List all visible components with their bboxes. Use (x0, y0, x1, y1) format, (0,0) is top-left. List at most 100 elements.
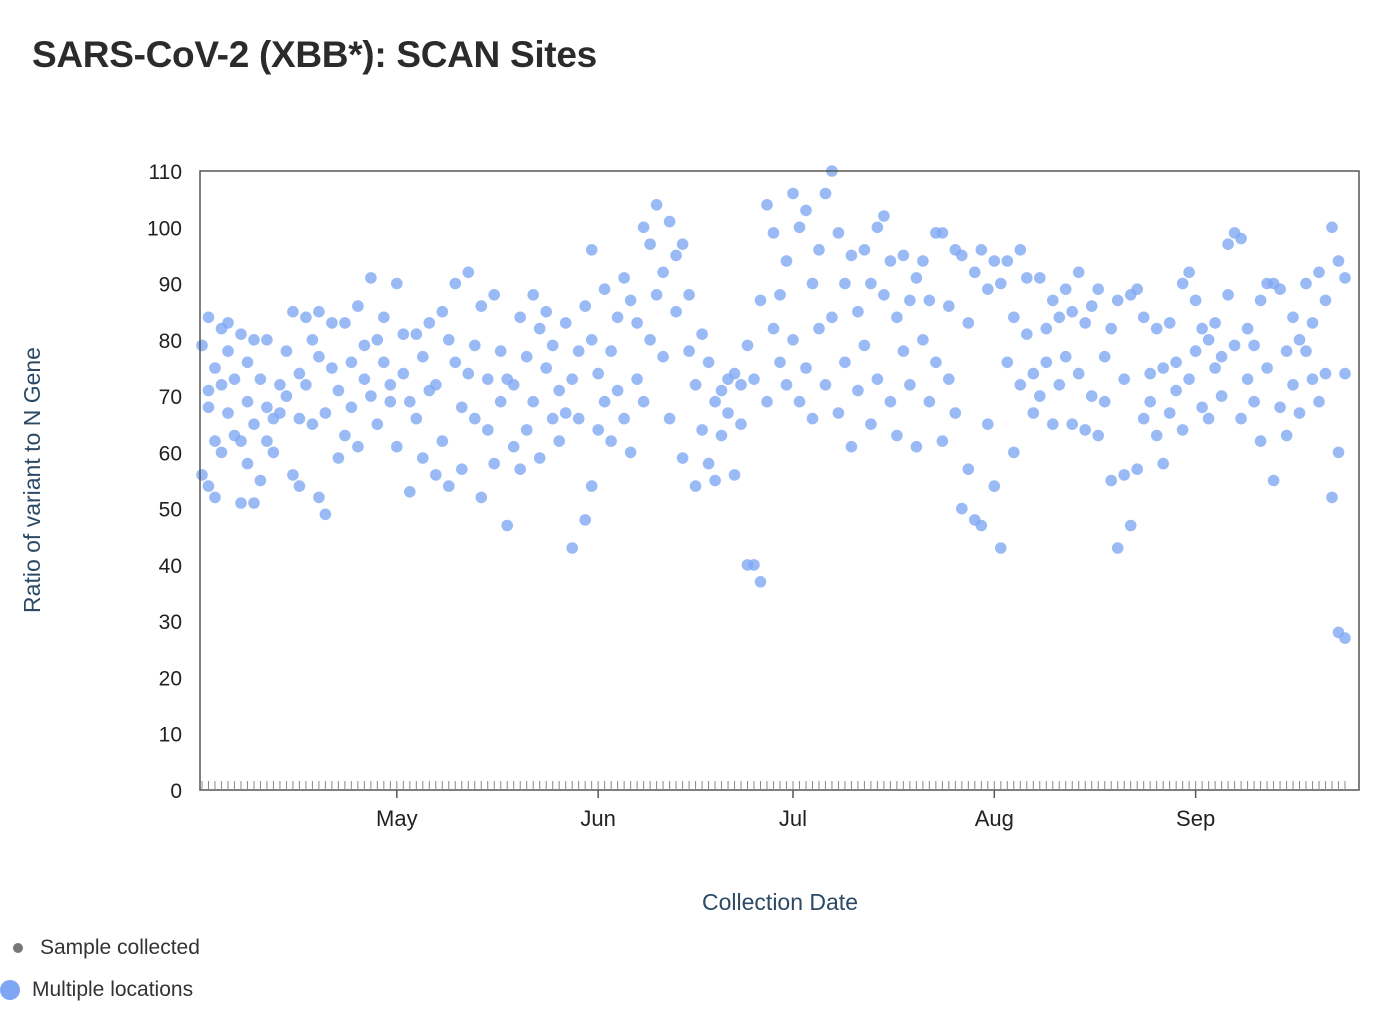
data-point (540, 305, 552, 318)
data-point (1008, 446, 1020, 459)
data-point (378, 311, 390, 324)
data-point (683, 345, 695, 357)
data-point (345, 401, 358, 414)
data-point (306, 418, 319, 431)
data-point (787, 187, 799, 200)
data-point (248, 334, 260, 346)
data-point (1222, 289, 1234, 301)
data-point (650, 289, 663, 301)
x-tick-label: Jul (779, 806, 807, 831)
data-point (553, 384, 565, 397)
data-point (1241, 373, 1254, 386)
data-point (806, 412, 819, 425)
data-point (261, 334, 273, 346)
data-point (397, 328, 410, 341)
data-point (293, 412, 306, 425)
data-point (352, 440, 364, 453)
data-point (209, 362, 221, 374)
data-point (598, 395, 611, 408)
data-point (332, 384, 345, 397)
data-point (527, 289, 539, 301)
data-point (546, 412, 559, 425)
data-point (1163, 317, 1176, 329)
data-point (1326, 491, 1338, 504)
data-point (202, 384, 215, 397)
x-tick-label: May (376, 806, 418, 831)
data-point (943, 373, 955, 386)
data-point (365, 390, 377, 402)
data-point (657, 266, 669, 279)
data-point (417, 452, 429, 464)
data-point (865, 277, 877, 290)
data-point (313, 491, 325, 504)
data-point (754, 576, 767, 588)
y-tick-label: 10 (159, 724, 182, 747)
data-point (482, 373, 494, 386)
data-point (215, 446, 228, 459)
x-axis-label: Collection Date (702, 889, 858, 915)
data-point (1137, 412, 1150, 425)
data-point (761, 395, 773, 408)
data-point (943, 300, 955, 312)
data-point (1047, 418, 1059, 431)
data-point (585, 480, 598, 492)
data-point (391, 440, 403, 453)
data-point (624, 446, 637, 459)
data-point (800, 204, 812, 217)
data-point (443, 334, 455, 346)
data-point (384, 379, 397, 391)
data-point (956, 502, 968, 515)
data-point (371, 418, 384, 431)
data-point (982, 283, 994, 296)
data-point (1280, 345, 1293, 357)
data-point (813, 244, 825, 256)
data-point (1202, 334, 1215, 346)
data-point (202, 480, 215, 492)
legend-item-multiple: Multiple locations (0, 978, 193, 1002)
data-point (572, 412, 585, 425)
data-point (300, 311, 312, 324)
data-point (858, 244, 871, 256)
data-point (1196, 322, 1208, 335)
data-point (787, 334, 799, 346)
data-point (352, 300, 364, 312)
data-point (1105, 322, 1117, 335)
data-point (1150, 322, 1163, 335)
data-point (430, 469, 442, 481)
data-point (1248, 339, 1260, 352)
data-point (572, 345, 585, 357)
data-point (1034, 390, 1046, 402)
data-point (1319, 367, 1332, 380)
data-point (637, 395, 650, 408)
data-point (637, 221, 650, 234)
y-tick-label: 60 (159, 442, 182, 465)
data-point (702, 356, 715, 369)
y-axis-label: Ratio of variant to N Gene (19, 347, 45, 613)
data-point (715, 384, 728, 397)
data-point (878, 289, 890, 301)
data-point (267, 446, 280, 459)
data-point (1202, 412, 1215, 425)
data-point (241, 457, 254, 470)
data-point (845, 440, 858, 453)
data-point (670, 249, 682, 262)
data-point (1040, 322, 1053, 335)
data-point (819, 187, 832, 200)
data-point (410, 412, 423, 425)
data-point (566, 542, 578, 554)
data-point (1098, 350, 1111, 363)
data-point (949, 407, 962, 419)
data-point (1196, 401, 1208, 414)
data-point (1111, 294, 1124, 307)
data-point (287, 469, 299, 481)
data-point (709, 474, 721, 487)
data-point (378, 356, 390, 369)
data-point (715, 429, 728, 442)
legend-item-sample: Sample collected (0, 936, 200, 960)
data-point (1014, 244, 1027, 256)
data-point (222, 345, 234, 357)
data-point (1300, 345, 1312, 357)
legend-label-multiple: Multiple locations (32, 978, 194, 1001)
data-point (391, 277, 403, 290)
x-axis-ticks: May Jun Jul Aug Sep (376, 790, 1215, 831)
